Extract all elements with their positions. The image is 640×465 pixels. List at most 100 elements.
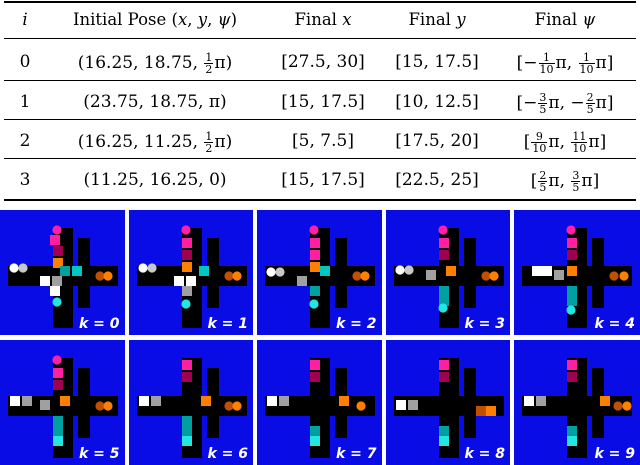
agent-marker <box>95 271 105 281</box>
row-1-final-y: [10, 12.5] <box>395 92 479 112</box>
trajectory-cell <box>438 286 449 296</box>
agent-marker <box>223 271 234 281</box>
agent-marker <box>180 299 191 309</box>
agent-marker <box>309 299 319 309</box>
trajectory-cell <box>425 270 436 280</box>
agent-marker <box>352 271 362 281</box>
trajectory-cell <box>310 372 320 382</box>
row-rule <box>4 119 636 120</box>
agent-marker <box>609 271 619 281</box>
snapshot-grid: k = 0 k = 1 k = 2 k = 3 k = 4 k = 5 k = … <box>0 210 640 465</box>
step-label: k = 0 <box>78 316 120 332</box>
trajectory-cell <box>445 266 456 276</box>
trajectory-cell <box>53 246 63 256</box>
snapshot-panel: k = 8 <box>385 340 510 465</box>
trajectory-cell <box>150 396 161 406</box>
trajectory-cell <box>72 266 82 276</box>
trajectory-cell <box>53 368 63 378</box>
trajectory-cell <box>181 416 192 426</box>
agent-marker <box>488 271 499 281</box>
header-final-psi: Final ψ <box>534 10 596 29</box>
step-label: k = 5 <box>78 446 120 462</box>
pose-table: i Initial Pose (x, y, ψ) Final x Final y… <box>0 0 640 205</box>
trajectory-cell <box>297 276 307 286</box>
trajectory-cell <box>310 360 320 370</box>
trajectory-cell <box>339 396 349 406</box>
vertical-road <box>335 238 347 308</box>
trajectory-cell <box>320 266 330 276</box>
row-2-final-psi: [9 10 π, 11 10 π] <box>523 130 607 155</box>
trajectory-cell <box>567 296 577 306</box>
agent-marker <box>403 265 414 275</box>
trajectory-cell <box>438 250 449 260</box>
trajectory-cell <box>181 360 192 370</box>
row-2-final-y: [17.5, 20] <box>395 131 479 151</box>
trajectory-cell <box>310 262 320 272</box>
trajectory-cell <box>40 400 50 410</box>
vertical-road <box>206 238 219 308</box>
trajectory-cell <box>181 372 192 382</box>
row-0-final-psi: [− 1 10 π, 1 10 π] <box>516 51 614 76</box>
row-3-final-psi: [2 5 π, 3 5 π] <box>530 169 600 194</box>
agent-marker <box>95 401 105 411</box>
agent-marker <box>356 401 366 411</box>
track-scene <box>8 355 118 458</box>
trajectory-cell <box>310 286 320 296</box>
trajectory-cell <box>438 360 449 370</box>
row-3-i: 3 <box>19 170 31 190</box>
trajectory-cell <box>395 400 406 410</box>
table-bottom-rule <box>4 199 636 201</box>
row-1-pose: (23.75, 18.75, π) <box>83 92 227 112</box>
trajectory-cell <box>200 396 211 406</box>
header-final-y: Final y <box>408 10 466 29</box>
trajectory-cell <box>310 436 320 446</box>
step-label: k = 9 <box>594 446 635 462</box>
header-final-x: Final x <box>294 10 352 29</box>
agent-marker <box>146 263 157 273</box>
trajectory-cell <box>438 238 449 248</box>
track-scene <box>522 225 632 328</box>
trajectory-cell <box>567 360 577 370</box>
vertical-road <box>78 368 90 438</box>
row-3-pose: (11.25, 16.25, 0) <box>83 170 227 190</box>
trajectory-cell <box>567 286 577 296</box>
step-label: k = 4 <box>594 316 635 332</box>
snapshot-panel: k = 1 <box>128 210 253 335</box>
trajectory-cell <box>475 406 486 416</box>
step-label: k = 6 <box>207 446 248 462</box>
track-scene <box>136 225 247 328</box>
snapshot-panel: k = 3 <box>385 210 510 335</box>
agent-marker <box>52 225 62 235</box>
track-scene <box>393 358 504 458</box>
agent-marker <box>9 263 19 273</box>
trajectory-cell <box>53 380 63 390</box>
trajectory-cell <box>53 436 63 446</box>
agent-marker <box>309 225 319 235</box>
trajectory-cell <box>310 250 320 260</box>
trajectory-cell <box>53 426 63 436</box>
trajectory-cell <box>185 276 196 286</box>
trajectory-cell <box>407 400 418 410</box>
agent-marker <box>437 225 448 235</box>
trajectory-cell <box>52 276 62 286</box>
row-0-final-y: [15, 17.5] <box>395 52 479 72</box>
trajectory-cell <box>567 436 577 446</box>
trajectory-cell <box>60 266 70 276</box>
step-label: k = 1 <box>207 316 248 332</box>
agent-marker <box>480 271 491 281</box>
trajectory-cell <box>53 416 63 426</box>
snapshot-panel: k = 7 <box>257 340 382 465</box>
agent-marker <box>566 225 576 235</box>
agent-marker <box>137 263 148 273</box>
trajectory-cell <box>10 396 20 406</box>
vertical-road <box>463 238 476 308</box>
row-rule <box>4 80 636 81</box>
trajectory-cell <box>438 296 449 306</box>
trajectory-cell <box>438 372 449 382</box>
row-1-final-psi: [− 3 5 π, −2 5 π] <box>516 91 614 116</box>
trajectory-cell <box>181 286 192 296</box>
vertical-road <box>78 238 90 308</box>
row-2-pose: (16.25, 11.25, 1 2 π) <box>77 130 233 155</box>
trajectory-cell <box>567 266 577 276</box>
trajectory-cell <box>567 238 577 248</box>
